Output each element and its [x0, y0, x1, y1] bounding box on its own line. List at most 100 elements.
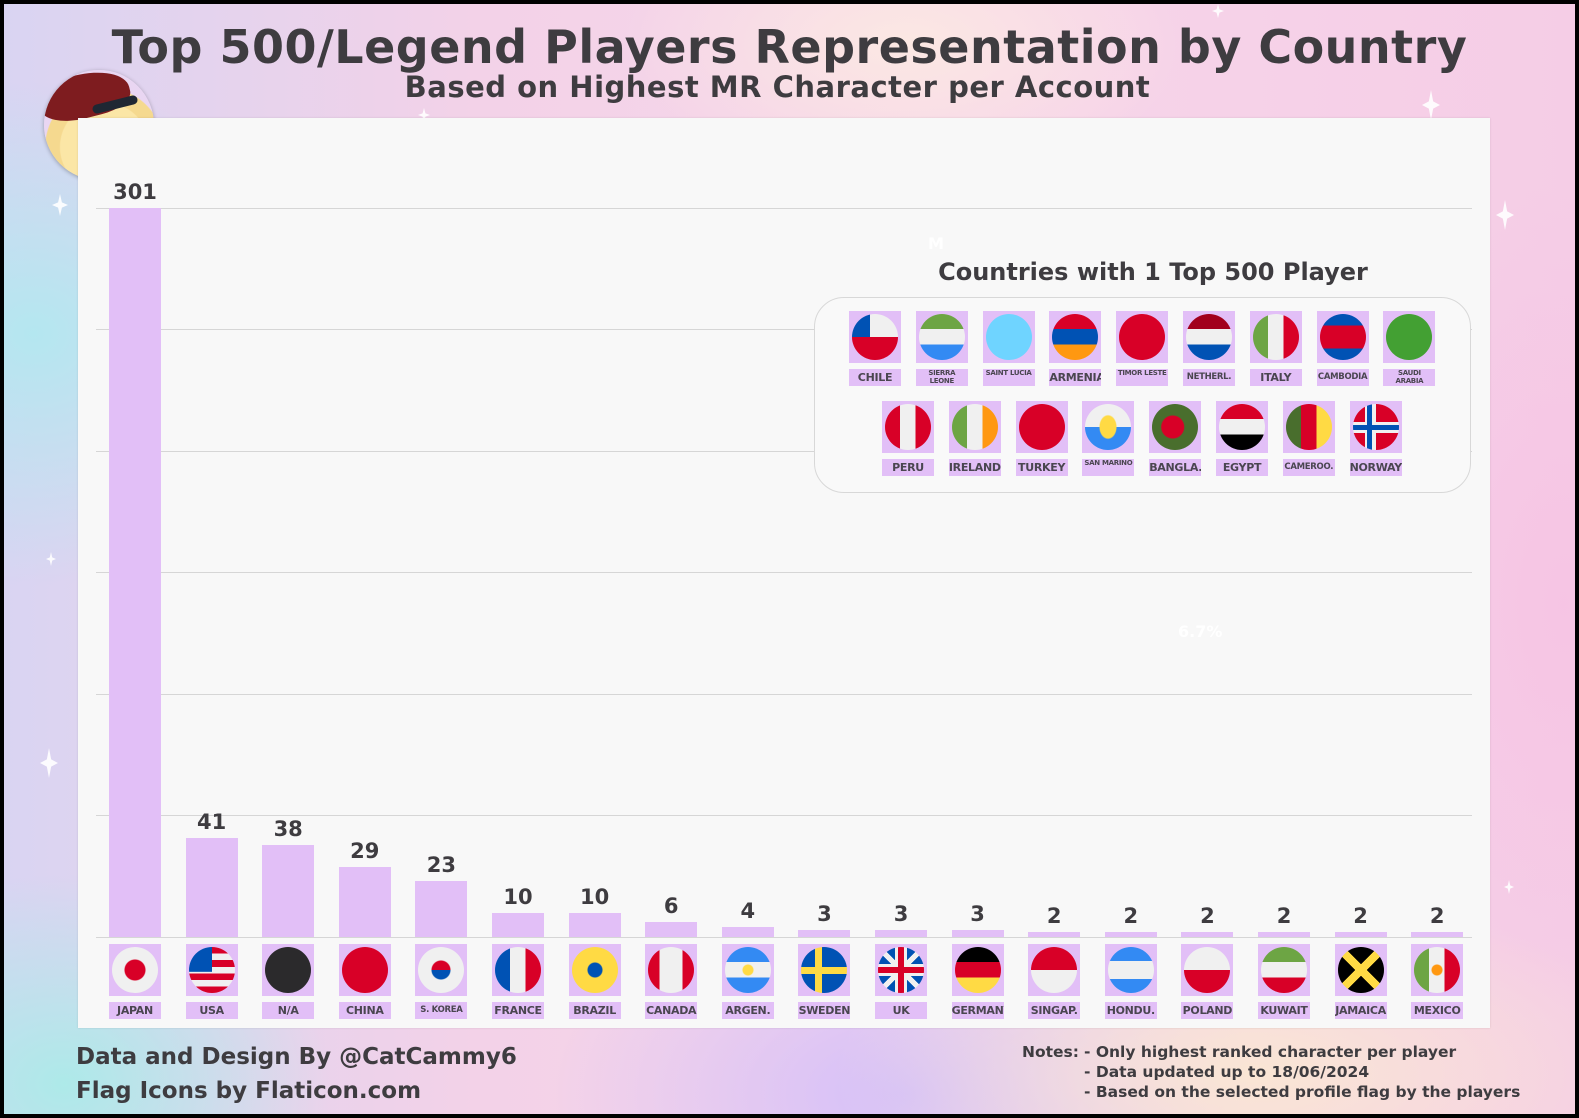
country-label: CHINA [338, 1002, 391, 1019]
kuwait-flag-tile [1258, 944, 1310, 996]
norway-flag-icon [1352, 404, 1399, 450]
bangladesh-flag-tile [1149, 401, 1202, 453]
na-flag-tile [262, 944, 315, 996]
brazil-flag-tile [568, 944, 621, 996]
country-label: JAPAN [109, 1002, 161, 1019]
bar-value-label: 6 [663, 894, 679, 919]
bar-value-label: 2 [1200, 904, 1215, 929]
sparkle-icon [52, 194, 68, 216]
country-label: ITALY [1249, 369, 1302, 386]
skorea-flag-tile [415, 944, 468, 996]
italy-flag-icon [1252, 314, 1299, 360]
poland-flag-icon [1184, 947, 1231, 993]
baseline [96, 937, 1472, 938]
country-label: CAMBODIA [1316, 369, 1369, 386]
country-label: PERU [882, 459, 934, 476]
watermark-text: M [928, 234, 944, 253]
gridline [96, 329, 1472, 330]
gridline [96, 815, 1472, 816]
cambodia-flag-icon [1319, 314, 1366, 360]
country-label: ARMENIA [1049, 369, 1102, 386]
chart-panel: M 6.7% 301 JAPAN 41 USA 38 N/A 29 CHINA 23 S. KOR… [78, 118, 1490, 1028]
turkey-flag-tile [1015, 401, 1068, 453]
country-label: SAN MARINO [1082, 459, 1135, 476]
chart-subtitle: Based on Highest MR Character per Accoun… [404, 70, 1151, 104]
peru-flag-tile [882, 401, 934, 453]
bar-usa [185, 837, 238, 937]
usa-flag-tile [185, 944, 238, 996]
japan-flag-icon [112, 947, 158, 993]
bar-value-label: 2 [1276, 904, 1292, 929]
bar-value-label: 10 [503, 884, 533, 909]
chile-flag-tile [849, 311, 901, 363]
mexico-flag-icon [1414, 947, 1461, 993]
saint-lucia-flag-tile [982, 311, 1035, 363]
country-label: IRELAND [948, 459, 1001, 476]
san-marino-flag-tile [1082, 401, 1135, 453]
bar-value-label: 38 [273, 816, 303, 841]
france-flag-icon [495, 947, 541, 993]
bar-jamaica [1334, 932, 1387, 937]
bar-value-label: 29 [350, 838, 380, 863]
country-label: ARGEN. [721, 1002, 774, 1019]
sierra-leone-flag-tile [915, 311, 968, 363]
skorea-flag-icon [418, 947, 465, 993]
bar-value-label: 4 [740, 899, 756, 924]
infographic-canvas: Top 500/Legend Players Representation by… [4, 4, 1575, 1114]
bar-value-label: 3 [970, 901, 985, 926]
bar-uk [875, 929, 927, 937]
germany-flag-icon [954, 947, 1001, 993]
country-label: EGYPT [1216, 459, 1268, 476]
country-label: BANGLA. [1149, 459, 1202, 476]
sparkle-icon [1212, 4, 1224, 18]
singapore-flag-icon [1031, 947, 1078, 993]
bar-na [262, 844, 315, 937]
china-flag-tile [338, 944, 391, 996]
note-item: - Based on the selected profile flag by … [1084, 1083, 1521, 1101]
cameroon-flag-icon [1285, 404, 1332, 450]
timor-leste-flag-tile [1116, 311, 1169, 363]
country-label: NORWAY [1349, 459, 1402, 476]
country-label: CAMEROO. [1282, 459, 1335, 476]
ireland-flag-icon [951, 404, 998, 450]
country-label: BRAZIL [568, 1002, 621, 1019]
saudi-arabia-flag-icon [1386, 314, 1433, 360]
country-label: TURKEY [1015, 459, 1068, 476]
na-flag-icon [265, 947, 312, 993]
saint-lucia-flag-icon [985, 314, 1032, 360]
single-player-countries-box: CHILE SIERRA LEONE SAINT LUCIA ARMENIA TIMOR… [814, 297, 1471, 493]
country-label: S. KOREA [415, 1002, 468, 1019]
egypt-flag-tile [1216, 401, 1268, 453]
country-label: SIERRA LEONE [915, 369, 968, 386]
argentina-flag-tile [721, 944, 774, 996]
cameroon-flag-tile [1282, 401, 1335, 453]
bar-value-label: 2 [1353, 904, 1368, 929]
netherlands-flag-tile [1183, 311, 1235, 363]
country-label: SAUDI ARABIA [1383, 369, 1436, 386]
note-item: - Only highest ranked character per play… [1084, 1043, 1457, 1061]
bar-japan [109, 208, 161, 937]
country-label: SAINT LUCIA [982, 369, 1035, 386]
gridline [96, 208, 1472, 209]
brazil-flag-icon [571, 947, 618, 993]
bangladesh-flag-icon [1152, 404, 1199, 450]
chart-title: Top 500/Legend Players Representation by… [111, 20, 1468, 74]
country-label: FRANCE [492, 1002, 544, 1019]
gridline [96, 694, 1472, 695]
egypt-flag-icon [1219, 404, 1265, 450]
bar-value-label: 3 [893, 901, 909, 926]
gridline [96, 451, 1472, 452]
note-item: - Data updated up to 18/06/2024 [1084, 1063, 1370, 1081]
saudi-arabia-flag-tile [1383, 311, 1436, 363]
uk-flag-tile [875, 944, 927, 996]
country-label: USA [185, 1002, 238, 1019]
cambodia-flag-tile [1316, 311, 1369, 363]
bar-brazil [568, 912, 621, 937]
country-label: CHILE [849, 369, 901, 386]
turkey-flag-icon [1018, 404, 1065, 450]
country-label: POLAND [1181, 1002, 1234, 1019]
sparkle-icon [1496, 200, 1514, 230]
italy-flag-tile [1249, 311, 1302, 363]
jamaica-flag-icon [1337, 947, 1384, 993]
bar-value-label: 301 [113, 180, 157, 204]
